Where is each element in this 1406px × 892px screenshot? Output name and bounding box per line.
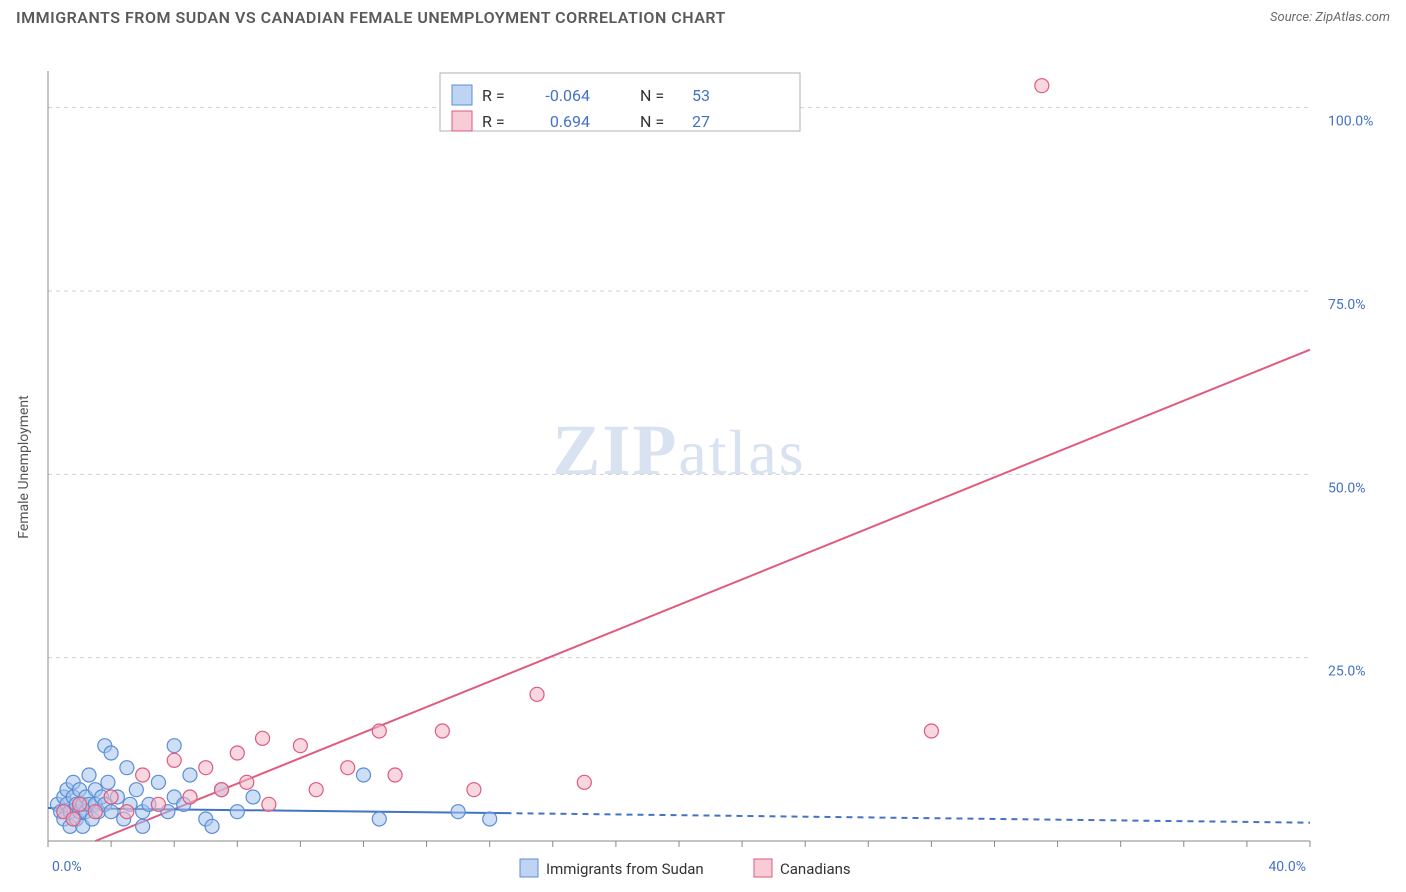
- data-point: [104, 790, 118, 804]
- legend-swatch: [452, 111, 472, 131]
- trend-line-sudan-extended: [505, 813, 1310, 823]
- data-point: [151, 775, 165, 789]
- data-point: [262, 797, 276, 811]
- x-tick-label: 0.0%: [52, 859, 82, 875]
- data-point: [230, 746, 244, 760]
- data-point: [183, 768, 197, 782]
- data-point: [104, 746, 118, 760]
- watermark: ZIPatlas: [552, 410, 805, 490]
- data-point: [151, 797, 165, 811]
- legend-n-label: N =: [640, 86, 664, 105]
- data-point: [199, 761, 213, 775]
- y-tick-label: 50.0%: [1328, 480, 1366, 496]
- data-point: [167, 739, 181, 753]
- x-tick-label: 40.0%: [1268, 859, 1306, 875]
- data-point: [120, 761, 134, 775]
- legend-swatch: [452, 85, 472, 105]
- legend-n-label: N =: [640, 112, 664, 131]
- data-point: [467, 783, 481, 797]
- data-point: [1035, 79, 1049, 93]
- data-point: [483, 812, 497, 826]
- data-point: [435, 724, 449, 738]
- data-point: [136, 768, 150, 782]
- y-axis-label: Female Unemployment: [16, 395, 32, 539]
- data-point: [82, 768, 96, 782]
- legend-n-value: 53: [692, 86, 710, 105]
- legend-r-label: R =: [482, 86, 505, 105]
- data-point: [341, 761, 355, 775]
- data-point: [309, 783, 323, 797]
- chart-container: Female Unemployment 25.0% 50.0% 75.0% 100.0…: [0, 31, 1406, 887]
- data-point: [246, 790, 260, 804]
- data-point: [73, 797, 87, 811]
- chart-title: IMMIGRANTS FROM SUDAN VS CANADIAN FEMALE…: [16, 8, 726, 27]
- data-point: [924, 724, 938, 738]
- data-point: [357, 768, 371, 782]
- y-tick-label: 100.0%: [1328, 114, 1373, 130]
- data-point: [372, 812, 386, 826]
- data-point: [372, 724, 386, 738]
- data-point: [451, 805, 465, 819]
- data-point: [230, 805, 244, 819]
- source-attribution: Source: ZipAtlas.com: [1270, 10, 1390, 25]
- legend-bottom-label: Immigrants from Sudan: [546, 860, 704, 878]
- data-point: [183, 790, 197, 804]
- legend-r-value: -0.064: [545, 86, 590, 105]
- data-point: [66, 812, 80, 826]
- legend-r-value: 0.694: [550, 112, 590, 131]
- data-point: [101, 775, 115, 789]
- legend-bottom-label: Canadians: [780, 860, 851, 878]
- data-point: [388, 768, 402, 782]
- legend-n-value: 27: [692, 112, 710, 131]
- data-point: [256, 731, 270, 745]
- data-point: [120, 805, 134, 819]
- data-point: [577, 775, 591, 789]
- data-point: [129, 783, 143, 797]
- y-tick-label: 75.0%: [1328, 297, 1366, 313]
- data-point: [104, 805, 118, 819]
- data-point: [293, 739, 307, 753]
- scatter-chart: 25.0% 50.0% 75.0% 100.0% ZIPatlas 0.0% 40.0% R …: [0, 31, 1406, 887]
- data-point: [530, 687, 544, 701]
- data-point: [205, 819, 219, 833]
- legend-bottom-swatch: [520, 859, 538, 877]
- data-point: [167, 753, 181, 767]
- data-point: [215, 783, 229, 797]
- data-point: [88, 805, 102, 819]
- legend-r-label: R =: [482, 112, 505, 131]
- legend-bottom-swatch: [754, 859, 772, 877]
- chart-header: IMMIGRANTS FROM SUDAN VS CANADIAN FEMALE…: [0, 0, 1406, 31]
- data-point: [240, 775, 254, 789]
- data-point: [136, 819, 150, 833]
- y-tick-label: 25.0%: [1328, 664, 1366, 680]
